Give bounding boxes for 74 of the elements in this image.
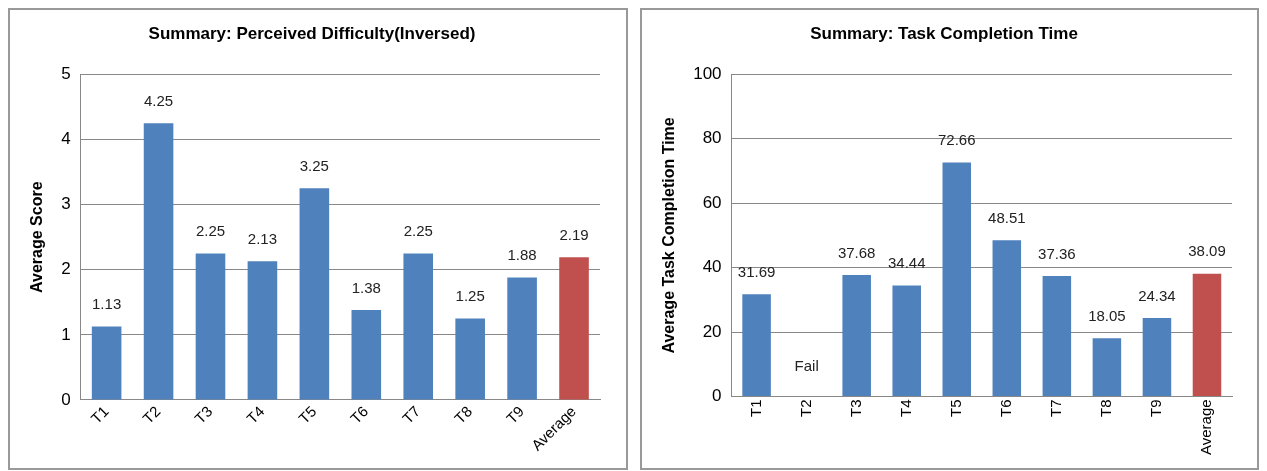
data-label: 1.25	[455, 287, 485, 305]
bar	[403, 253, 434, 400]
y-tick-label: 5	[61, 64, 71, 84]
bar	[195, 253, 226, 400]
x-tick-label: T2	[796, 399, 814, 417]
x-tick-label: T9	[502, 402, 528, 427]
y-axis-title: Average Score	[28, 181, 46, 293]
x-tick-label: T4	[243, 402, 268, 427]
y-tick-label: 1	[61, 324, 71, 344]
x-tick-label: T5	[295, 402, 320, 427]
y-tick-label: 20	[702, 321, 722, 341]
data-label: 4.25	[143, 91, 174, 109]
x-tick-label: T6	[346, 402, 372, 427]
data-label: 1.38	[351, 278, 381, 296]
x-tick-label: T1	[87, 402, 112, 427]
data-label: 2.25	[195, 222, 226, 240]
data-label: 1.88	[507, 246, 537, 264]
x-tick-label: T8	[450, 402, 476, 427]
data-label: 34.44	[887, 254, 925, 272]
bar	[942, 162, 971, 396]
chart-title: Summary: Perceived Difficulty(Inversed)	[148, 23, 476, 43]
y-tick-label: 0	[61, 389, 71, 409]
bar	[559, 257, 589, 400]
bar	[992, 240, 1021, 396]
data-label: 2.25	[403, 222, 433, 240]
bar	[351, 310, 382, 400]
data-label: 18.05	[1087, 306, 1126, 324]
y-tick-label: 4	[61, 129, 71, 149]
data-label: 38.09	[1187, 242, 1226, 260]
y-tick-label: 40	[702, 257, 722, 277]
data-label: 72.66	[937, 131, 976, 149]
data-label: 24.34	[1137, 286, 1176, 304]
data-label: 1.13	[92, 295, 122, 313]
chart-title: Summary: Task Completion Time	[809, 23, 1078, 43]
data-label: 37.68	[837, 243, 875, 261]
bar	[1192, 273, 1221, 396]
x-tick-label: T5	[946, 399, 964, 417]
text: Fail	[794, 357, 819, 375]
y-tick-label: 2	[61, 259, 71, 279]
x-tick-label: T2	[139, 402, 164, 427]
x-tick-label: T9	[1146, 399, 1164, 417]
x-tick-label: T1	[746, 399, 764, 417]
data-label: 2.13	[247, 229, 278, 247]
y-tick-label: 60	[702, 192, 722, 212]
x-tick-label: T3	[191, 402, 216, 427]
data-label: 31.69	[737, 263, 775, 280]
x-tick-label: T7	[1046, 399, 1064, 417]
bar	[455, 318, 485, 400]
bar	[143, 123, 174, 400]
y-tick-label: 3	[61, 194, 71, 214]
bar	[841, 275, 871, 396]
data-label: 37.36	[1037, 244, 1076, 262]
bar	[247, 261, 278, 400]
bar	[1092, 338, 1121, 396]
bar	[91, 326, 122, 400]
x-tick-label: T7	[398, 402, 424, 427]
data-label: 2.19	[559, 226, 589, 243]
x-tick-label: T8	[1096, 399, 1114, 417]
x-tick-label: Average	[1196, 399, 1214, 456]
data-label: 48.51	[987, 208, 1026, 226]
bar	[741, 294, 771, 396]
x-tick-label: T4	[896, 399, 914, 417]
x-tick-label: T3	[846, 399, 864, 417]
y-axis-title: Average Task Completion Time	[659, 117, 677, 354]
y-tick-label: 80	[702, 128, 722, 148]
x-tick-label: T6	[996, 399, 1014, 417]
bar	[1042, 276, 1071, 396]
bar	[299, 188, 330, 400]
data-label: 3.25	[299, 156, 329, 174]
bar	[891, 285, 921, 396]
bar	[507, 277, 537, 400]
y-tick-label: 100	[692, 64, 722, 84]
bar	[1142, 318, 1171, 396]
y-tick-label: 0	[711, 386, 722, 406]
